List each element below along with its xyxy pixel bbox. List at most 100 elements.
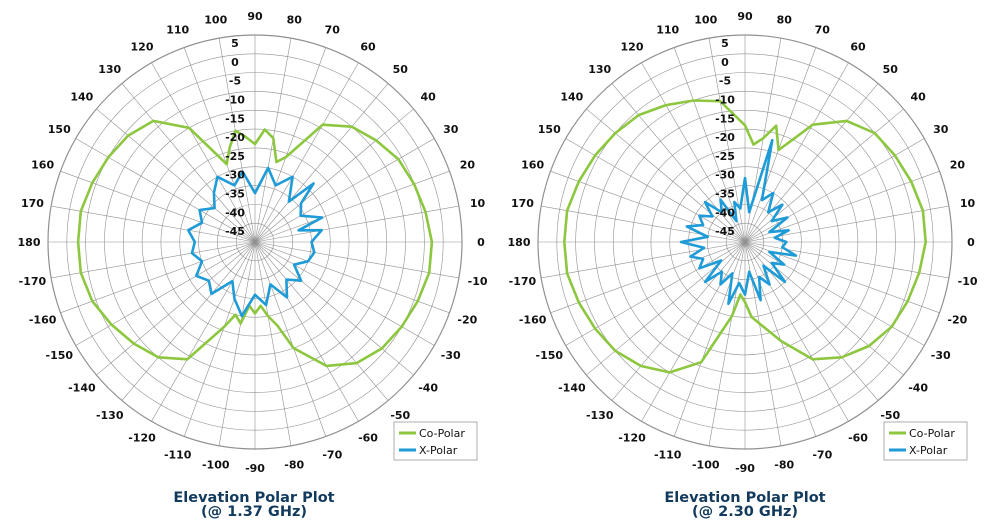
angle-tick-label: 110 bbox=[656, 24, 679, 37]
radial-tick-label: -5 bbox=[229, 75, 241, 88]
angle-tick-label: -170 bbox=[19, 275, 47, 288]
angle-tick-label: -40 bbox=[908, 381, 928, 394]
grid-spoke bbox=[541, 205, 746, 243]
grid-spoke bbox=[254, 241, 359, 422]
chart-2-title: Elevation Polar Plot bbox=[664, 490, 826, 506]
angle-tick-label: -90 bbox=[735, 462, 755, 475]
angle-tick-label: -160 bbox=[29, 313, 57, 326]
grid-spoke bbox=[51, 241, 256, 279]
grid-spoke bbox=[254, 83, 389, 243]
chart-1-title-block: Elevation Polar Plot (@ 1.37 GHz) bbox=[104, 490, 404, 520]
radial-tick-label: -25 bbox=[225, 150, 245, 163]
grid-spoke bbox=[151, 62, 256, 243]
angle-tick-label: 60 bbox=[360, 40, 376, 53]
grid-spoke bbox=[121, 241, 256, 401]
grid-spoke bbox=[611, 241, 746, 401]
angle-tick-label: 10 bbox=[470, 197, 486, 210]
angle-tick-label: -50 bbox=[390, 409, 410, 422]
angle-tick-label: 100 bbox=[204, 13, 227, 26]
grid-spoke bbox=[75, 138, 256, 243]
radial-tick-label: -15 bbox=[715, 112, 735, 125]
angle-tick-label: 30 bbox=[443, 123, 459, 136]
polar-chart-1: 50-5-10-15-20-25-30-35-40-45010203040506… bbox=[18, 10, 488, 475]
legend-label: X-Polar bbox=[419, 444, 458, 457]
angle-tick-label: -150 bbox=[536, 349, 564, 362]
radial-tick-label: -5 bbox=[719, 75, 731, 88]
grid-spoke bbox=[96, 241, 256, 376]
grid-spoke bbox=[51, 205, 256, 243]
angle-tick-label: 160 bbox=[521, 159, 544, 172]
grid-spoke bbox=[96, 108, 256, 243]
angle-tick-label: -50 bbox=[880, 409, 900, 422]
angle-tick-label: -30 bbox=[931, 349, 951, 362]
grid-spoke bbox=[254, 138, 435, 243]
grid-spoke bbox=[611, 83, 746, 243]
grid-spoke bbox=[183, 241, 256, 437]
angle-tick-label: 150 bbox=[48, 123, 71, 136]
chart-1-subtitle: (@ 1.37 GHz) bbox=[200, 504, 308, 520]
radial-tick-label: -35 bbox=[225, 188, 245, 201]
angle-tick-label: -130 bbox=[586, 409, 614, 422]
grid-spoke bbox=[254, 241, 292, 446]
grid-spoke bbox=[744, 241, 849, 422]
radial-tick-label: -40 bbox=[225, 206, 245, 219]
radial-tick-label: -30 bbox=[715, 169, 735, 182]
radial-tick-label: -20 bbox=[225, 131, 245, 144]
angle-tick-label: 0 bbox=[477, 236, 485, 249]
angle-tick-label: 130 bbox=[588, 63, 611, 76]
grid-spoke bbox=[586, 108, 746, 243]
radial-tick-label: -30 bbox=[225, 169, 245, 182]
x-polar-series-line bbox=[679, 138, 798, 306]
grid-spoke bbox=[641, 62, 746, 243]
angle-tick-label: 50 bbox=[883, 63, 899, 76]
angle-tick-label: 130 bbox=[98, 63, 121, 76]
angle-tick-label: -110 bbox=[654, 448, 682, 461]
legend-box bbox=[883, 421, 968, 461]
angle-tick-label: 150 bbox=[538, 123, 561, 136]
angle-tick-label: 90 bbox=[737, 10, 753, 23]
grid-spoke bbox=[744, 83, 879, 243]
co-polar-series-line bbox=[76, 119, 434, 368]
grid-spoke bbox=[673, 47, 746, 243]
grid-spoke bbox=[254, 241, 327, 437]
grid-spoke bbox=[121, 83, 256, 243]
radial-tick-label: 0 bbox=[231, 56, 239, 69]
grid-spoke bbox=[254, 47, 327, 243]
angle-tick-label: -10 bbox=[958, 275, 978, 288]
angle-tick-label: -20 bbox=[457, 313, 477, 326]
radial-tick-label: -45 bbox=[225, 225, 245, 238]
angle-tick-label: -100 bbox=[202, 459, 230, 472]
angle-tick-label: 180 bbox=[508, 236, 531, 249]
angle-tick-label: 40 bbox=[420, 91, 436, 104]
grid-spoke bbox=[641, 241, 746, 422]
angle-tick-label: 180 bbox=[18, 236, 41, 249]
angle-tick-label: 90 bbox=[247, 10, 263, 23]
grid-spoke bbox=[254, 241, 389, 401]
angle-tick-label: -130 bbox=[96, 409, 124, 422]
radial-tick-label: -35 bbox=[715, 188, 735, 201]
grid-spoke bbox=[550, 241, 746, 314]
grid-spoke bbox=[254, 241, 435, 346]
angle-tick-label: -90 bbox=[245, 462, 265, 475]
angle-tick-label: 70 bbox=[325, 24, 341, 37]
angle-tick-label: -150 bbox=[46, 349, 74, 362]
angle-tick-label: 70 bbox=[815, 24, 831, 37]
grid-spoke bbox=[254, 241, 414, 376]
grid-spoke bbox=[183, 47, 256, 243]
radial-tick-label: -40 bbox=[715, 206, 735, 219]
grid-spoke bbox=[218, 241, 256, 446]
radial-tick-label: -45 bbox=[715, 225, 735, 238]
angle-tick-label: -60 bbox=[358, 432, 378, 445]
angle-tick-label: 60 bbox=[850, 40, 866, 53]
grid-spoke bbox=[708, 241, 746, 446]
angle-tick-label: 160 bbox=[31, 159, 54, 172]
angle-tick-label: -20 bbox=[947, 313, 967, 326]
co-polar-series-line bbox=[563, 99, 927, 374]
angle-tick-label: 20 bbox=[950, 159, 966, 172]
chart-1-title: Elevation Polar Plot bbox=[173, 490, 335, 506]
angle-tick-label: 120 bbox=[621, 40, 644, 53]
x-polar-series-line bbox=[187, 166, 324, 318]
angle-tick-label: 80 bbox=[777, 13, 793, 26]
angle-tick-label: 10 bbox=[960, 197, 976, 210]
angle-tick-label: 140 bbox=[70, 91, 93, 104]
